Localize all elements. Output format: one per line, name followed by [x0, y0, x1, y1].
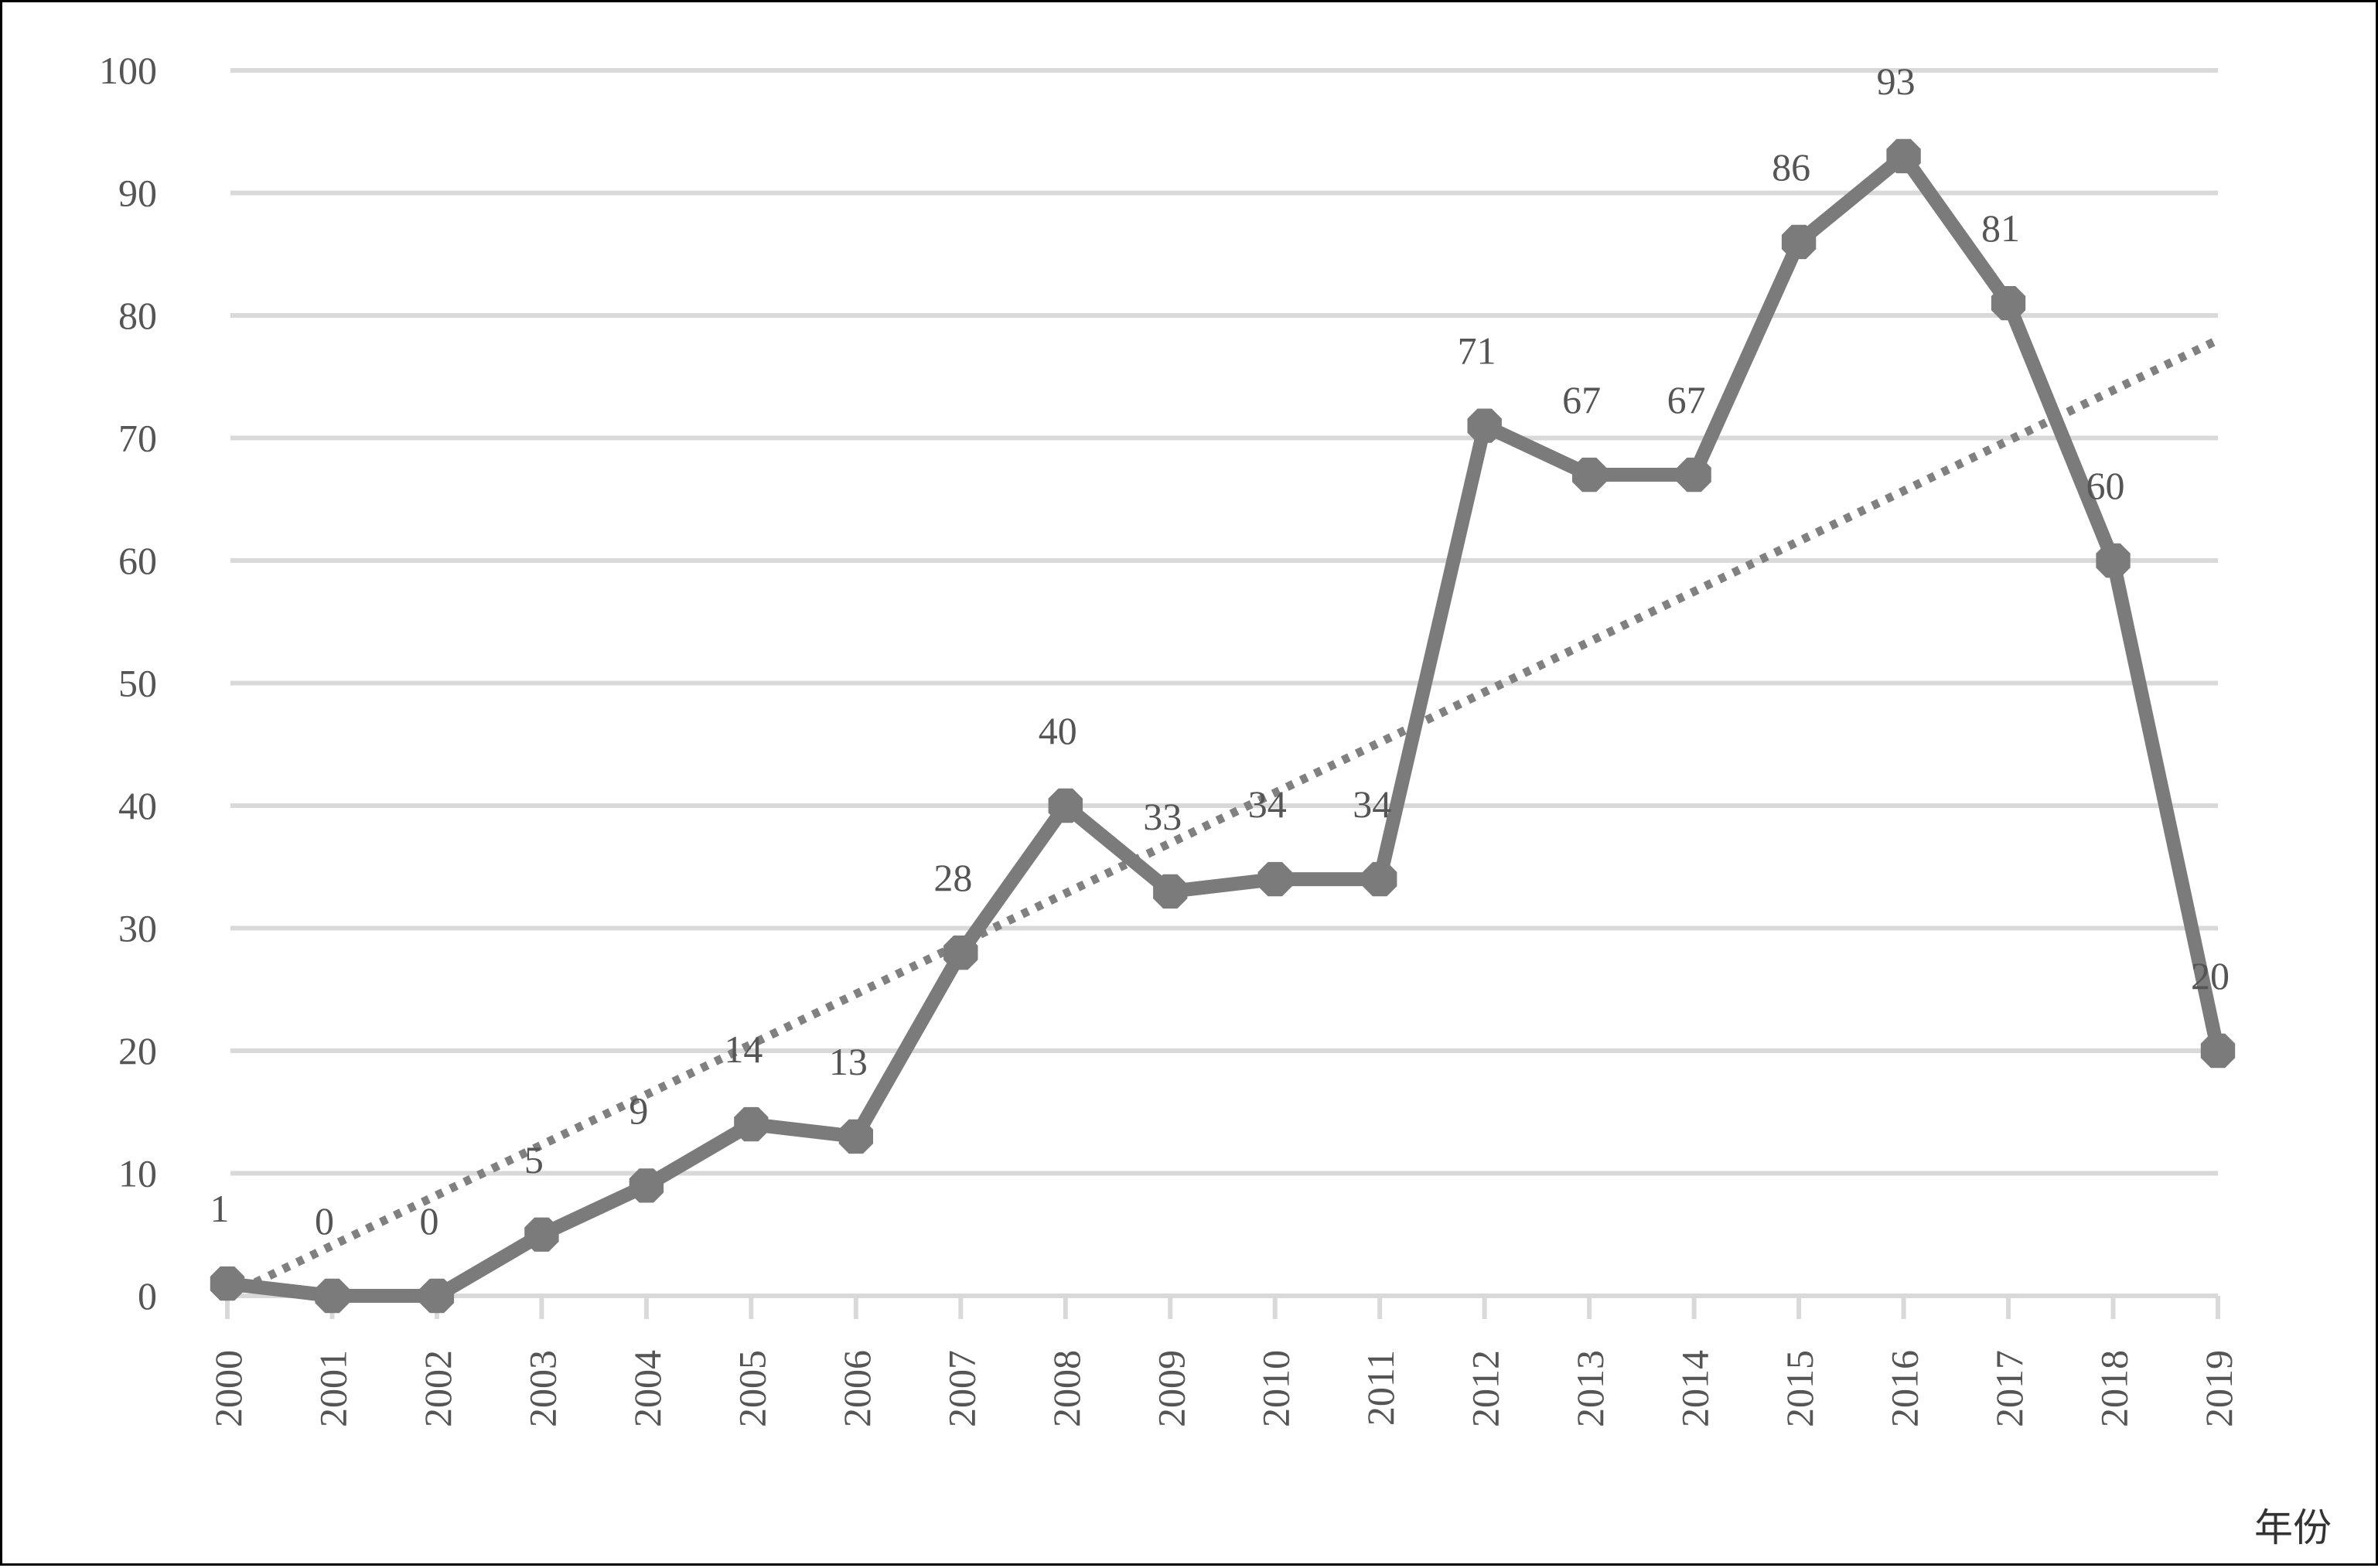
- data-point: [1363, 861, 1397, 897]
- series-path: [226, 148, 2225, 1303]
- y-tick-label: 100: [99, 49, 157, 92]
- y-tick-label: 50: [118, 662, 157, 705]
- gridlines: [225, 68, 2220, 1319]
- x-tick-label: 2015: [1778, 1350, 1821, 1427]
- x-tick-label: 2012: [1464, 1350, 1507, 1427]
- x-tick-label: 2007: [940, 1350, 983, 1427]
- data-point: [1991, 286, 2026, 321]
- y-tick-label: 70: [118, 417, 157, 460]
- x-tick-label: 2016: [1883, 1350, 1926, 1427]
- data-label: 5: [524, 1138, 544, 1181]
- trendline-path: [225, 336, 2220, 1300]
- data-label: 33: [1143, 795, 1182, 838]
- data-label: 71: [1458, 329, 1496, 373]
- y-tick-label: 90: [118, 172, 157, 215]
- data-point: [1467, 408, 1502, 443]
- x-tick-label: 2004: [626, 1350, 669, 1427]
- x-tick-label: 2009: [1149, 1350, 1192, 1427]
- data-point: [1677, 457, 1711, 493]
- y-tick-label: 0: [138, 1274, 157, 1317]
- data-point: [210, 1266, 245, 1301]
- data-point: [838, 1119, 873, 1154]
- data-label: 0: [315, 1199, 334, 1242]
- x-tick-label: 2008: [1045, 1350, 1088, 1427]
- data-point: [1257, 861, 1292, 897]
- data-label: 13: [829, 1040, 868, 1083]
- data-label: 9: [629, 1089, 648, 1132]
- y-tick-label: 40: [118, 784, 157, 827]
- data-label: 93: [1877, 60, 1916, 103]
- data-point: [629, 1168, 664, 1203]
- x-tick-label: 2014: [1673, 1350, 1717, 1427]
- data-label: 40: [1039, 709, 1077, 752]
- x-axis-ticks: 2000 2001 2002 2003 2004 2005 2006 2007 2008 2009…: [206, 1350, 2240, 1427]
- data-label: 34: [1248, 782, 1287, 826]
- data-label: 20: [2191, 954, 2230, 997]
- data-point: [2096, 543, 2131, 578]
- series-line: [226, 148, 2225, 1303]
- data-label: 0: [419, 1199, 438, 1242]
- x-tick-label: 2013: [1568, 1350, 1612, 1427]
- x-tick-label: 2003: [520, 1350, 564, 1427]
- x-tick-label: 2001: [311, 1350, 354, 1427]
- x-tick-label: 2006: [835, 1350, 879, 1427]
- data-label: 81: [1981, 206, 2020, 250]
- y-tick-label: 20: [118, 1029, 157, 1072]
- data-label: 34: [1353, 782, 1391, 826]
- x-tick-label: 2011: [1359, 1350, 1402, 1426]
- data-point: [1781, 224, 1817, 260]
- trendline: [225, 336, 2220, 1300]
- x-tick-label: 2000: [206, 1350, 250, 1427]
- data-point: [419, 1278, 455, 1314]
- data-label: 28: [933, 856, 972, 899]
- y-tick-label: 10: [118, 1152, 157, 1195]
- data-point: [1572, 457, 1607, 493]
- y-tick-label: 60: [118, 539, 157, 582]
- data-point: [943, 936, 978, 970]
- data-point: [1886, 138, 1921, 174]
- x-tick-label: 2010: [1254, 1350, 1298, 1427]
- x-tick-label: 2019: [2197, 1350, 2240, 1427]
- data-point: [1048, 788, 1083, 823]
- x-tick-label: 2005: [730, 1350, 773, 1427]
- data-labels: 1 0 0 5 9 14 13 28 40 33 34 34 71 67 67 86 93 81 60 20: [210, 60, 2230, 1242]
- data-label: 14: [724, 1028, 763, 1071]
- data-point: [1153, 874, 1188, 909]
- x-tick-label: 2002: [416, 1350, 459, 1427]
- x-tick-label: 2018: [2093, 1350, 2136, 1427]
- x-tick-label: 2017: [1987, 1350, 2031, 1427]
- data-label: 86: [1772, 145, 1810, 189]
- data-label: 1: [210, 1187, 230, 1230]
- data-point: [2200, 1033, 2236, 1069]
- data-label: 67: [1562, 378, 1601, 421]
- y-tick-label: 80: [118, 294, 157, 337]
- x-axis-title: 年份: [2254, 1506, 2332, 1549]
- y-axis-ticks: 0 10 20 30 40 50 60 70 80 90 100: [99, 49, 157, 1317]
- y-tick-label: 30: [118, 907, 157, 950]
- data-point: [315, 1278, 350, 1314]
- data-label: 67: [1667, 378, 1706, 421]
- data-markers: [210, 138, 2236, 1314]
- data-point: [524, 1217, 559, 1252]
- data-point: [734, 1106, 769, 1142]
- data-label: 60: [2086, 464, 2125, 507]
